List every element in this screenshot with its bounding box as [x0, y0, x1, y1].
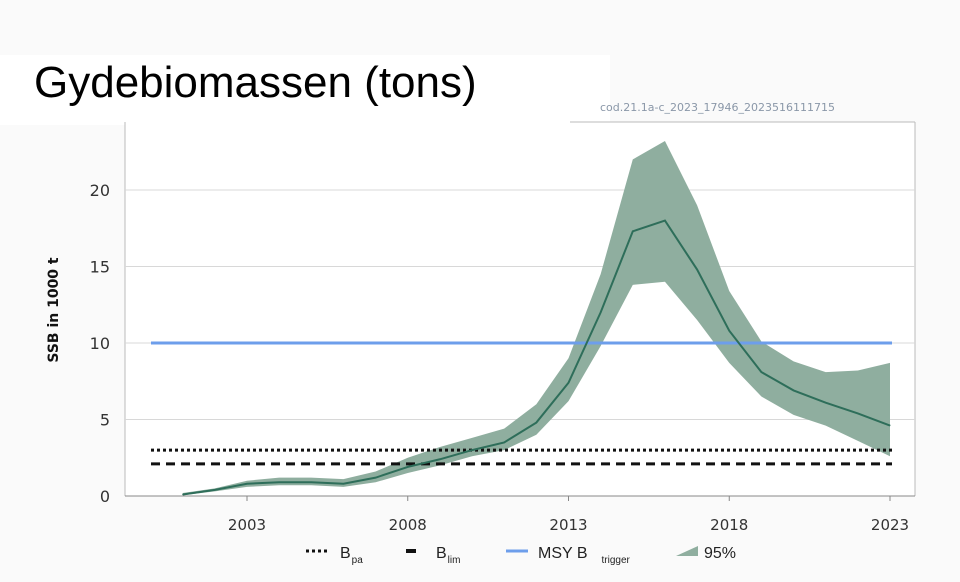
ssb-point	[375, 477, 377, 479]
ssb-point	[246, 483, 248, 485]
ssb-point	[857, 412, 859, 414]
ssb-point	[664, 220, 666, 222]
y-tick-label: 20	[90, 181, 110, 200]
ssb-point	[471, 449, 473, 451]
ssb-point	[182, 493, 184, 495]
page-title: Gydebiomassen (tons)	[0, 55, 610, 125]
legend-band-swatch	[676, 546, 698, 556]
ssb-point	[728, 330, 730, 332]
y-tick-label: 5	[100, 411, 110, 430]
ssb-point	[310, 481, 312, 483]
ssb-point	[825, 402, 827, 404]
ssb-point	[600, 311, 602, 313]
ssb-point	[439, 458, 441, 460]
x-tick-label: 2013	[549, 516, 587, 534]
ssb-point	[568, 382, 569, 384]
legend-label: Blim	[436, 545, 460, 566]
y-tick-label: 10	[90, 334, 110, 353]
confidence-band-95	[182, 141, 890, 496]
legend-label: Bpa	[340, 545, 363, 566]
x-tick-label: 2018	[710, 516, 748, 534]
ssb-point	[696, 269, 698, 271]
x-tick-label: 2023	[871, 516, 909, 534]
code-label: cod.21.1a-c_2023_17946_2023516111715	[600, 101, 835, 114]
ssb-point	[407, 466, 409, 468]
ssb-point	[214, 489, 216, 491]
y-axis-label: SSB in 1000 t	[46, 257, 62, 363]
y-tick-label: 0	[100, 487, 110, 506]
ssb-point	[760, 371, 762, 373]
ssb-point	[889, 425, 891, 427]
ssb-point	[793, 389, 795, 391]
ssb-point	[503, 441, 505, 443]
ssb-point	[278, 481, 280, 483]
ssb-point	[632, 230, 634, 232]
y-tick-label: 15	[90, 258, 110, 277]
legend-label: 95%	[704, 545, 736, 562]
x-tick-label: 2008	[389, 516, 427, 534]
ssb-point	[342, 483, 344, 485]
ssb-point	[535, 422, 537, 424]
x-tick-label: 2003	[228, 516, 266, 534]
